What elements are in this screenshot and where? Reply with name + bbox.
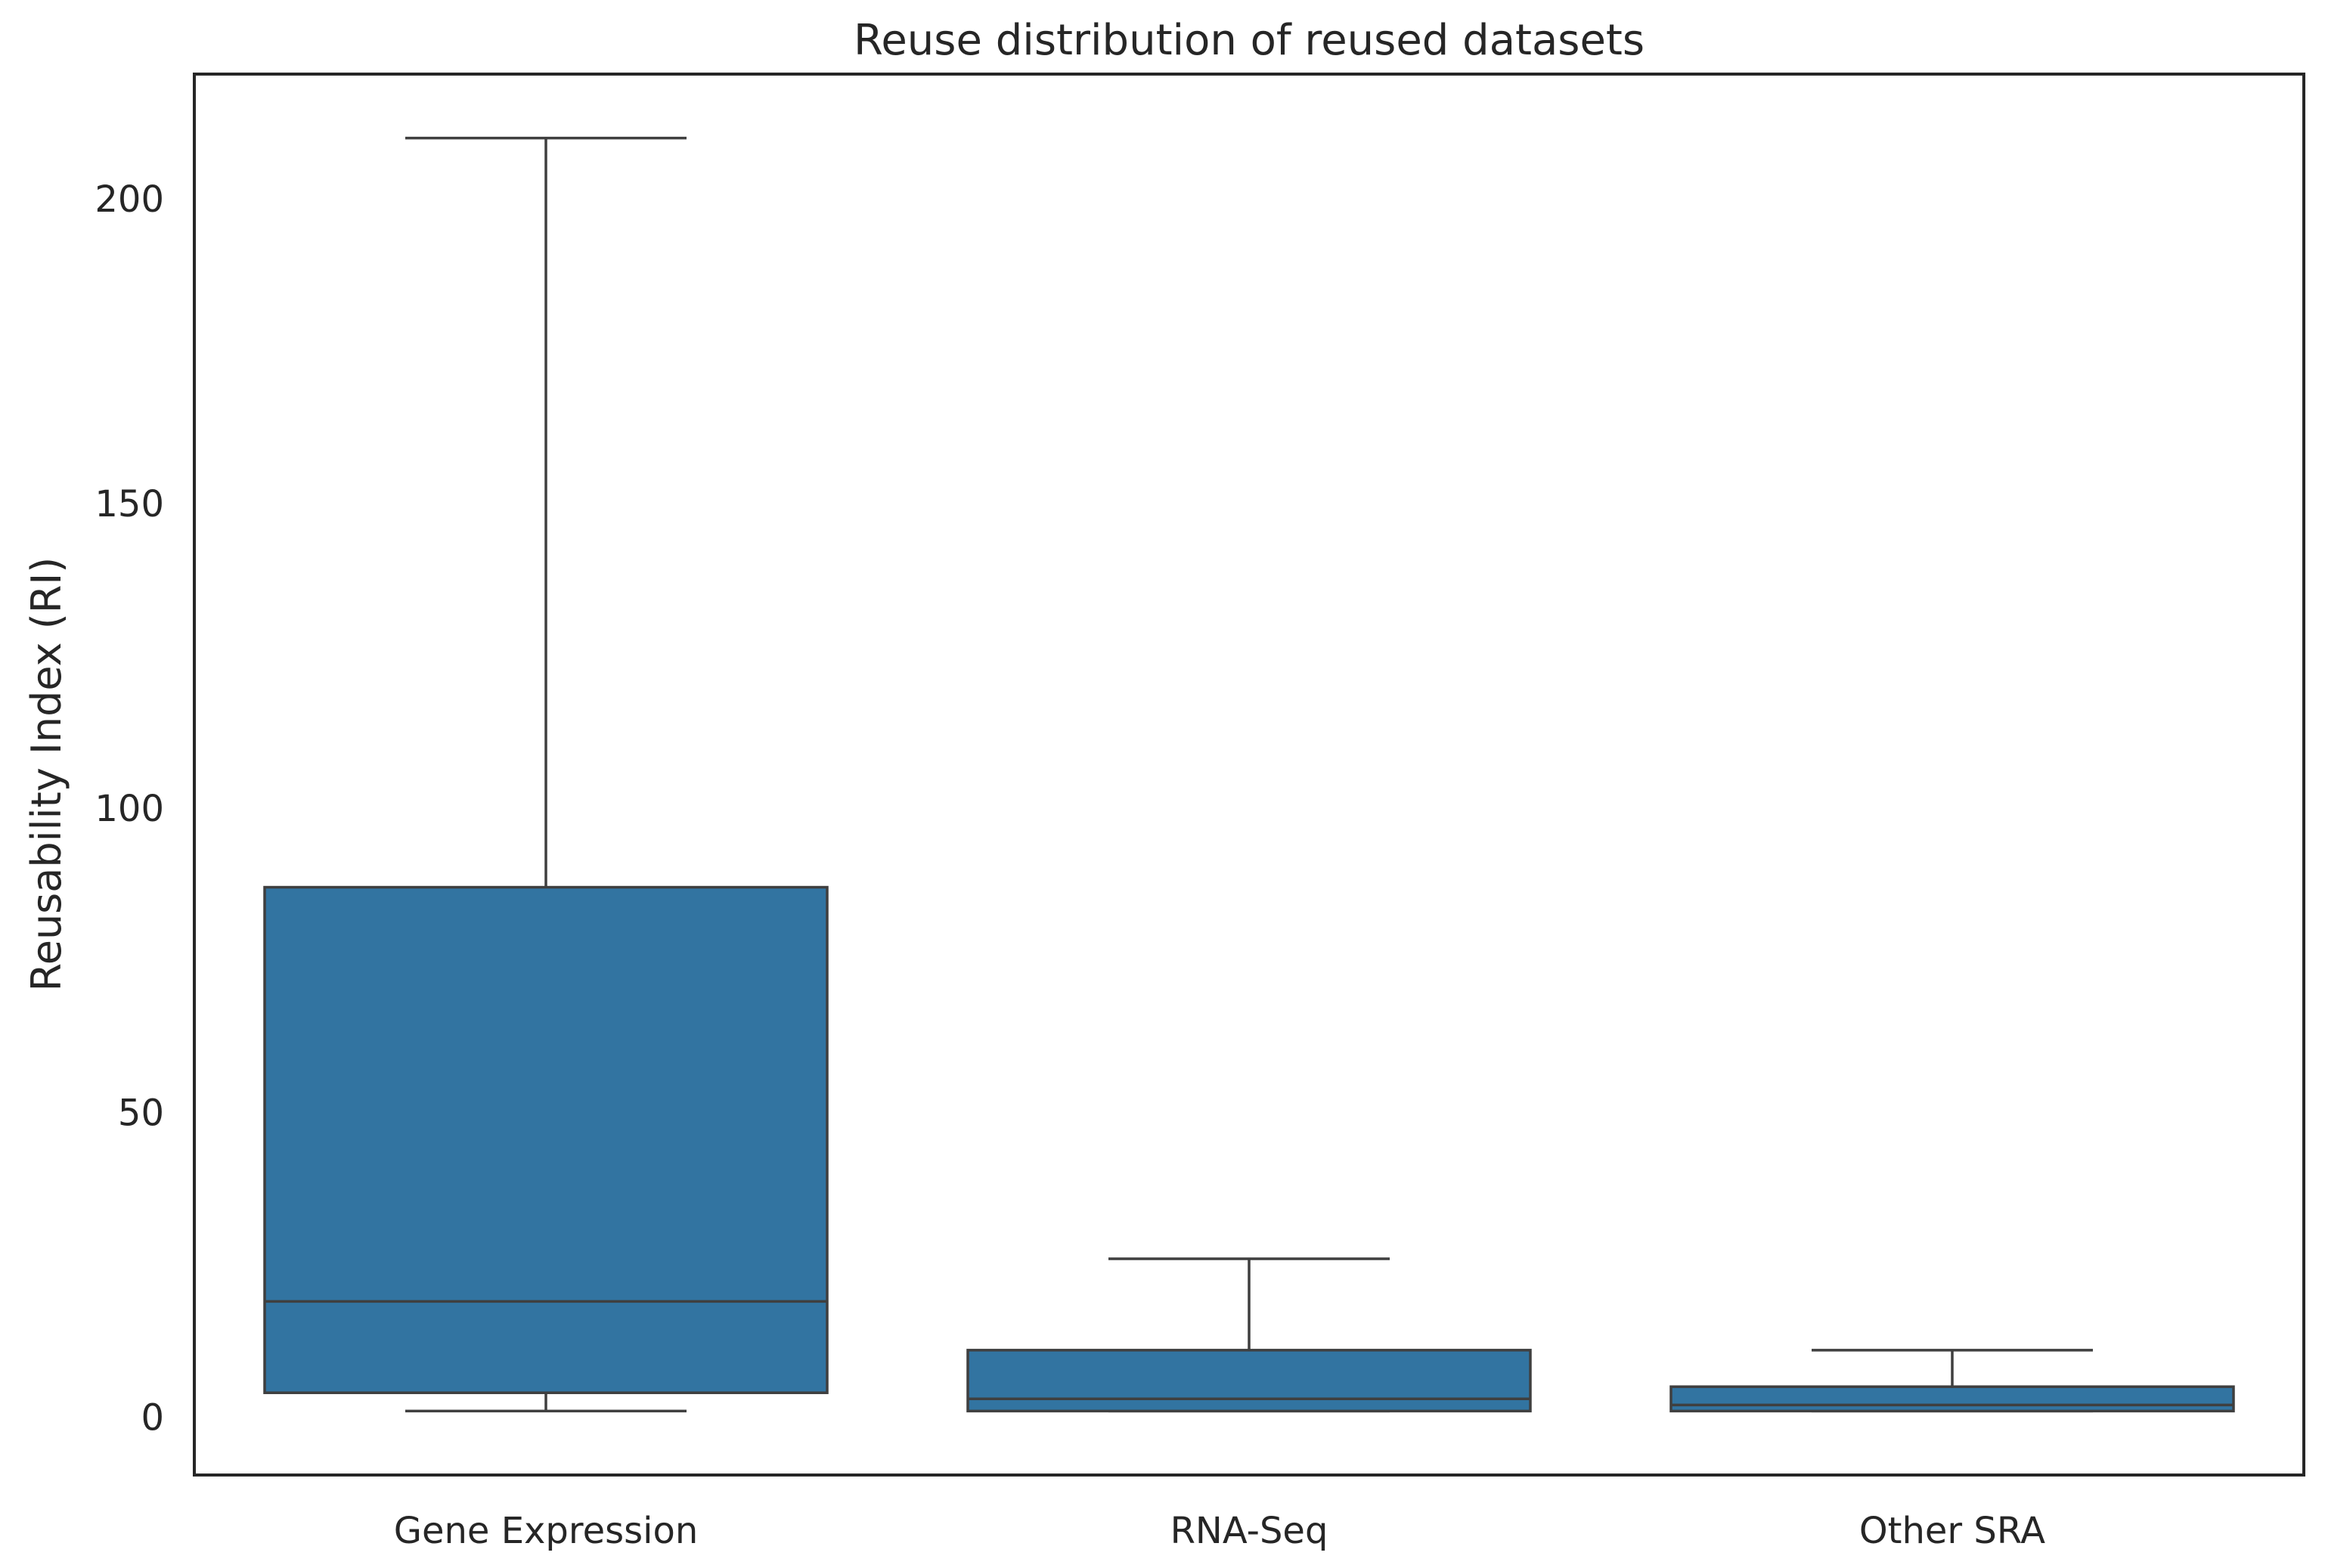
y-tick-label: 200 [95,178,164,221]
plot-frame [193,73,2305,1477]
y-tick-label: 100 [95,788,164,830]
y-axis-label: Reusability Index (RI) [23,557,70,992]
chart-title: Reuse distribution of reused datasets [854,16,1645,65]
y-tick-label: 0 [141,1396,164,1439]
iqr-box-gene-expression [263,885,829,1394]
boxes-layer [263,136,2235,1413]
x-ticks: Gene Expression RNA-Seq Other SRA [394,1510,2046,1552]
iqr-box-rna-seq [966,1349,1532,1413]
y-tick-label: 50 [118,1092,164,1135]
x-tick-label: RNA-Seq [1170,1510,1328,1552]
iqr-box-other-sra [1669,1385,2235,1413]
y-tick-label: 150 [95,483,164,525]
x-tick-label: Other SRA [1859,1510,2045,1552]
box-group-gene-expression [263,136,829,1413]
y-ticks: 0 50 100 150 200 [95,178,164,1439]
x-tick-label: Gene Expression [394,1510,699,1552]
box-group-other-sra [1669,1349,2235,1413]
box-group-rna-seq [966,1257,1532,1413]
